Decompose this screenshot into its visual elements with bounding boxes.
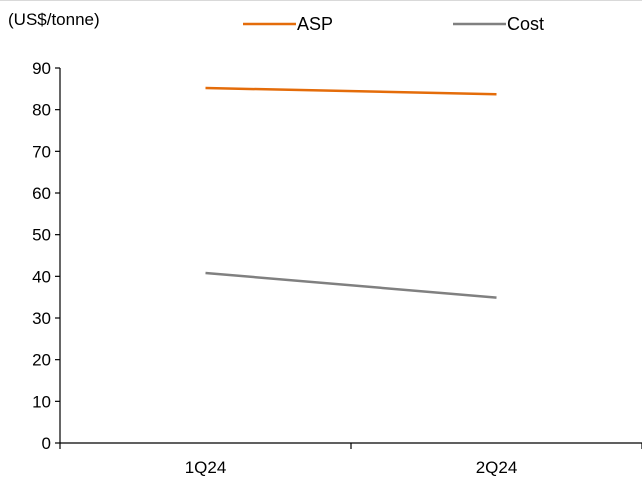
- legend: ASP Cost: [243, 14, 544, 34]
- y-tick-label: 0: [42, 434, 51, 453]
- x-axis-ticks: 1Q24 2Q24: [59, 443, 642, 477]
- y-axis-ticks: 0 10 20 30 40 50 60 70 80 90: [32, 59, 60, 453]
- series-line-asp: [205, 86, 497, 96]
- legend-label-asp: ASP: [297, 14, 333, 34]
- y-tick-label: 90: [32, 59, 51, 78]
- y-tick-label: 70: [32, 142, 51, 161]
- series-line-cost: [205, 271, 497, 299]
- y-tick-label: 20: [32, 351, 51, 370]
- x-tick-label: 2Q24: [476, 458, 518, 477]
- axes: [59, 68, 642, 444]
- unit-label: (US$/tonne): [8, 10, 100, 29]
- y-tick-label: 30: [32, 309, 51, 328]
- y-tick-label: 50: [32, 226, 51, 245]
- y-tick-label: 80: [32, 101, 51, 120]
- y-tick-label: 10: [32, 392, 51, 411]
- series-layer: [205, 86, 497, 299]
- x-tick-label: 1Q24: [185, 458, 227, 477]
- y-tick-label: 60: [32, 184, 51, 203]
- legend-item-cost: Cost: [453, 14, 544, 34]
- legend-label-cost: Cost: [507, 14, 544, 34]
- legend-item-asp: ASP: [243, 14, 333, 34]
- y-tick-label: 40: [32, 267, 51, 286]
